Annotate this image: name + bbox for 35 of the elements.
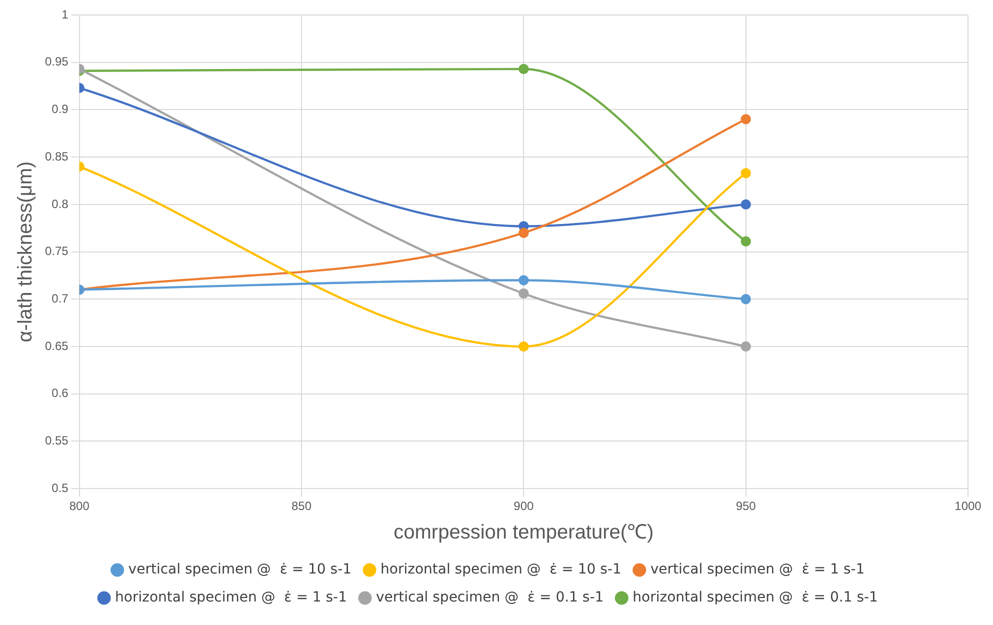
y-axis-title: α-lath thickness(μm) — [14, 161, 37, 342]
x-axis-title: comrpession temperature(℃) — [394, 522, 654, 544]
y-tick-label: 0.65 — [44, 338, 69, 353]
y-tick-label: 0.6 — [52, 386, 69, 400]
x-tick-label: 800 — [69, 499, 90, 514]
y-tick-label: 0.55 — [44, 434, 69, 448]
point — [740, 341, 751, 352]
legend-label: vertical specimen @ ε̇ = 1 s-1 — [650, 562, 865, 578]
legend-label: vertical specimen @ ε̇ = 10 s-1 — [128, 562, 352, 578]
y-tick-label: 0.85 — [44, 149, 69, 164]
point — [740, 199, 751, 210]
legend-label: horizontal specimen @ ε̇ = 1 s-1 — [115, 590, 347, 606]
x-tick-label: 950 — [736, 499, 756, 514]
legend-label: horizontal specimen @ ε̇ = 0.1 s-1 — [632, 590, 878, 606]
point — [518, 228, 529, 238]
y-tick-label: 0.75 — [44, 244, 69, 258]
y-tick-label: 0.7 — [52, 291, 69, 306]
y-tick-label: 0.8 — [52, 196, 69, 211]
y-tick-label: 0.9 — [52, 102, 69, 116]
x-tick-label: 1000 — [954, 499, 982, 514]
x-tick-label: 900 — [514, 499, 534, 514]
y-tick-label: 1 — [62, 7, 69, 22]
point — [518, 341, 529, 352]
point — [740, 114, 751, 124]
point — [740, 168, 751, 178]
point — [518, 64, 529, 74]
point — [518, 275, 529, 286]
point — [740, 236, 751, 246]
x-tick-label: 850 — [292, 499, 312, 514]
y-tick-label: 0.5 — [52, 480, 69, 495]
legend-label: horizontal specimen @ ε̇ = 10 s-1 — [380, 562, 622, 578]
point — [518, 288, 529, 299]
legend-label: vertical specimen @ ε̇ = 0.1 s-1 — [376, 590, 604, 606]
y-tick-label: 0.95 — [44, 54, 69, 69]
point — [740, 294, 751, 304]
